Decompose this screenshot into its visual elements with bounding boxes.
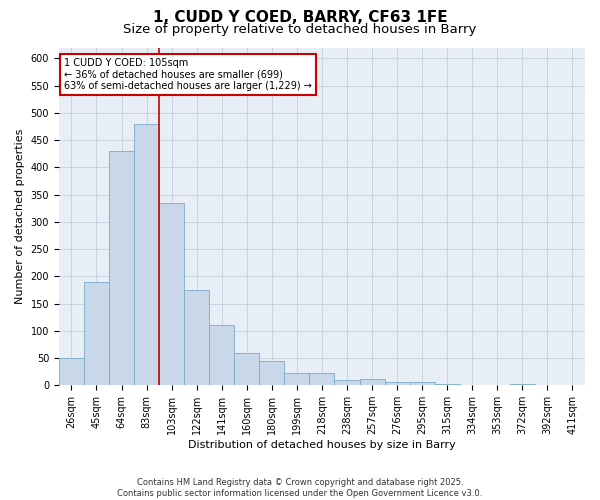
- Bar: [310, 373, 334, 385]
- Bar: [109, 151, 134, 385]
- Bar: [510, 384, 535, 385]
- Bar: [59, 358, 84, 385]
- Text: Size of property relative to detached houses in Barry: Size of property relative to detached ho…: [124, 22, 476, 36]
- Bar: [434, 384, 460, 385]
- Bar: [259, 360, 284, 385]
- X-axis label: Distribution of detached houses by size in Barry: Distribution of detached houses by size …: [188, 440, 456, 450]
- Bar: [410, 382, 434, 385]
- Bar: [209, 326, 234, 385]
- Y-axis label: Number of detached properties: Number of detached properties: [15, 128, 25, 304]
- Bar: [284, 373, 310, 385]
- Bar: [359, 379, 385, 385]
- Text: Contains HM Land Registry data © Crown copyright and database right 2025.
Contai: Contains HM Land Registry data © Crown c…: [118, 478, 482, 498]
- Bar: [134, 124, 159, 385]
- Bar: [334, 380, 359, 385]
- Bar: [234, 352, 259, 385]
- Text: 1, CUDD Y COED, BARRY, CF63 1FE: 1, CUDD Y COED, BARRY, CF63 1FE: [152, 10, 448, 25]
- Bar: [159, 202, 184, 385]
- Text: 1 CUDD Y COED: 105sqm
← 36% of detached houses are smaller (699)
63% of semi-det: 1 CUDD Y COED: 105sqm ← 36% of detached …: [64, 58, 312, 91]
- Bar: [184, 290, 209, 385]
- Bar: [385, 382, 410, 385]
- Bar: [84, 282, 109, 385]
